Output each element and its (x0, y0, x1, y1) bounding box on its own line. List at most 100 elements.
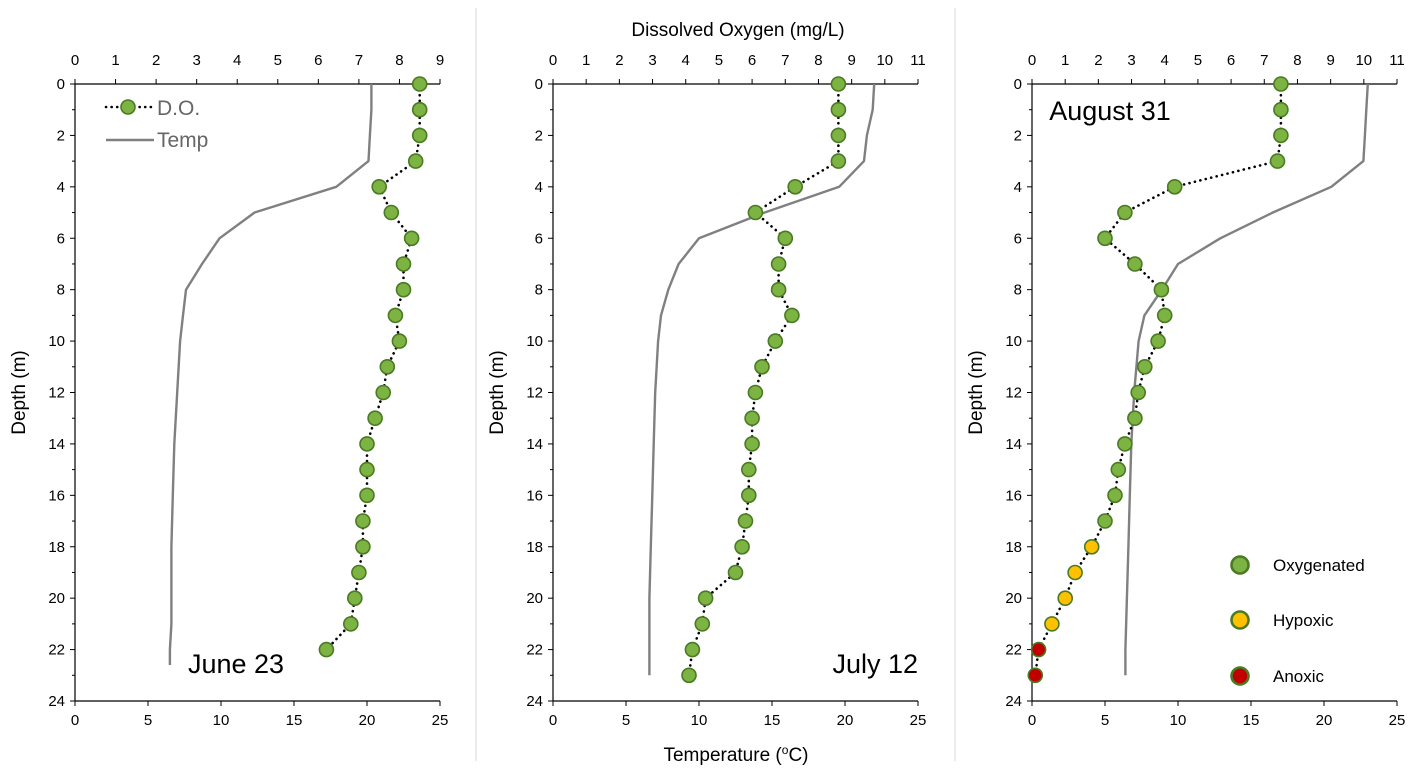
do-tick-label: 4 (1161, 52, 1169, 69)
do-point (1057, 590, 1073, 607)
do-tick-label: 5 (1194, 52, 1202, 69)
do-dotted-line (325, 82, 422, 651)
depth-tick-label: 10 (1005, 333, 1022, 350)
do-point (694, 616, 711, 632)
do-point (1137, 358, 1153, 375)
do-tick-label: 6 (314, 52, 322, 69)
temperature-tick-label: 15 (286, 712, 303, 729)
legend-anoxic-label: Anoxic (1273, 667, 1325, 686)
do-point (411, 127, 428, 144)
do-point (681, 667, 697, 684)
depth-tick-label: 14 (526, 436, 543, 453)
do-tick-label: 11 (910, 52, 926, 69)
temperature-line (648, 83, 876, 676)
temperature-tick-label: 25 (910, 712, 927, 729)
legend-anoxic-marker (1230, 666, 1250, 686)
depth-tick-label: 24 (48, 693, 65, 710)
do-tick-label: 3 (192, 52, 200, 69)
depth-tick-label: 6 (535, 230, 543, 247)
do-point (727, 564, 744, 581)
temperature-tick-label: 0 (1028, 712, 1036, 729)
do-point (1127, 410, 1143, 427)
temperature-tick-label: 10 (691, 712, 708, 729)
do-point (375, 384, 392, 401)
depth-tick-label: 6 (57, 230, 65, 247)
temperature-tick-label: 5 (1101, 712, 1109, 729)
temperature-tick-label: 25 (432, 712, 449, 729)
do-point (1156, 307, 1173, 324)
temperature-tick-label: 20 (1316, 712, 1333, 729)
do-tick-label: 0 (1028, 52, 1036, 69)
do-point (411, 76, 428, 92)
temperature-tick-label: 20 (359, 712, 376, 729)
do-point (1083, 538, 1100, 555)
do-tick-label: 11 (1389, 52, 1405, 69)
depth-tick-label: 0 (57, 76, 65, 93)
bottom-axis-title: Temperature (oC) (663, 743, 808, 766)
depth-tick-label: 10 (48, 333, 65, 350)
do-point (395, 281, 412, 298)
temperature-tick-label: 15 (764, 712, 781, 729)
depth-tick-label: 16 (1005, 487, 1022, 504)
do-tick-label: 1 (1061, 52, 1069, 69)
do-tick-label: 7 (355, 52, 363, 69)
depth-tick-label: 14 (48, 436, 65, 453)
depth-axis-title: Depth (m) (487, 350, 508, 434)
do-point (318, 641, 335, 658)
do-point (1130, 384, 1146, 401)
do-point (1117, 436, 1133, 452)
do-point (387, 307, 404, 324)
do-tick-label: 5 (715, 52, 723, 69)
depth-tick-label: 18 (1005, 539, 1022, 556)
do-point (830, 76, 847, 92)
do-point (1110, 461, 1127, 478)
do-point (359, 436, 375, 452)
depth-tick-label: 8 (57, 282, 65, 299)
do-point (371, 179, 388, 195)
do-tick-label: 6 (1227, 52, 1235, 69)
top-axis-title: Dissolved Oxygen (mg/L) (631, 20, 844, 41)
depth-tick-label: 22 (526, 642, 543, 659)
do-point (734, 538, 750, 555)
temperature-tick-label: 0 (549, 712, 557, 729)
do-point (391, 333, 408, 349)
do-point (1067, 564, 1083, 581)
temperature-tick-label: 15 (1243, 712, 1260, 729)
do-tick-label: 9 (847, 52, 855, 69)
depth-tick-label: 12 (48, 385, 65, 402)
do-point (1150, 333, 1166, 349)
depth-tick-label: 20 (526, 590, 543, 607)
do-tick-label: 10 (1355, 52, 1372, 69)
depth-tick-label: 24 (1005, 693, 1022, 710)
depth-tick-label: 20 (1005, 590, 1022, 607)
depth-tick-label: 4 (1014, 179, 1022, 196)
do-point (395, 256, 412, 272)
depth-tick-label: 22 (1005, 642, 1022, 659)
do-point (777, 230, 794, 247)
depth-tick-label: 10 (526, 333, 543, 350)
do-point (1166, 179, 1183, 195)
do-point (367, 410, 383, 427)
temperature-tick-label: 10 (1170, 712, 1187, 729)
legend-hypoxic-label: Hypoxic (1273, 611, 1334, 630)
legend-do-label: D.O. (157, 97, 200, 120)
depth-axis-title: Depth (m) (966, 350, 987, 434)
do-tick-label: 0 (549, 52, 557, 69)
do-dotted-line (1034, 82, 1283, 677)
do-point (359, 461, 375, 478)
depth-tick-label: 6 (1014, 230, 1022, 247)
do-point (342, 616, 359, 632)
depth-tick-label: 2 (57, 127, 65, 144)
do-point (1097, 513, 1113, 529)
date-label: July 12 (832, 649, 918, 679)
do-tick-label: 2 (615, 52, 623, 69)
do-dotted-line (687, 82, 840, 677)
do-tick-label: 9 (1326, 52, 1334, 69)
do-tick-label: 4 (682, 52, 690, 69)
temperature-tick-label: 10 (213, 712, 230, 729)
do-point (740, 461, 757, 478)
depth-tick-label: 2 (1014, 127, 1022, 144)
do-tick-label: 3 (648, 52, 656, 69)
